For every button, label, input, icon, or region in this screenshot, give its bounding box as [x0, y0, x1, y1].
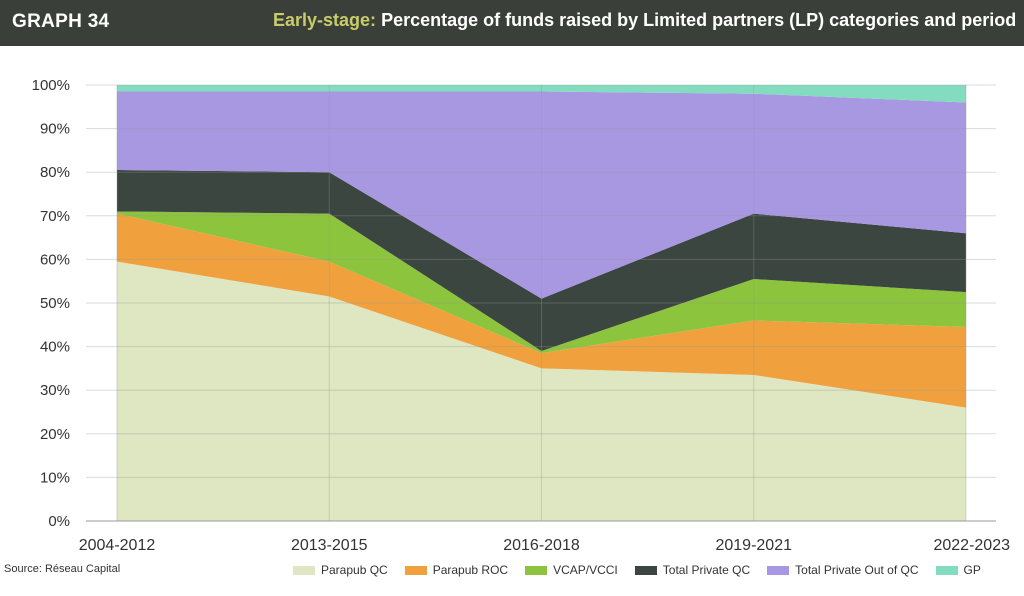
area-series-vcap-vcci	[117, 211, 966, 354]
chart-title: Early-stage: Percentage of funds raised …	[273, 10, 1016, 31]
x-tick-label: 2022-2023	[933, 537, 1010, 554]
y-tick-label: 40%	[40, 339, 70, 356]
y-tick-label: 0%	[48, 513, 70, 530]
area-series-parapub-roc	[117, 213, 966, 408]
legend-label: GP	[963, 563, 981, 577]
chart-title-accent: Early-stage:	[273, 10, 377, 30]
area-series-total-private-qc	[117, 170, 966, 351]
area-series-parapub-qc	[117, 261, 966, 521]
y-tick-label: 10%	[40, 469, 70, 486]
legend-item: Total Private QC	[634, 563, 751, 577]
y-tick-label: 80%	[40, 164, 70, 181]
y-tick-label: 50%	[40, 295, 70, 312]
y-tick-label: 30%	[40, 382, 70, 399]
x-tick-label: 2019-2021	[715, 537, 792, 554]
y-tick-label: 60%	[40, 251, 70, 268]
graph-number: GRAPH 34	[12, 11, 110, 32]
y-tick-label: 90%	[40, 121, 70, 138]
y-tick-label: 20%	[40, 426, 70, 443]
x-tick-label: 2013-2015	[291, 537, 368, 554]
legend-item: Parapub ROC	[404, 563, 509, 577]
area-series-total-private-out-of-qc	[117, 91, 966, 299]
area-series-gp	[117, 85, 966, 103]
stacked-area-chart: 0% 10% 20% 30% 40% 50% 60% 70% 80% 90% 100% 2004-20…	[32, 77, 1010, 554]
chart-title-rest: Percentage of funds raised by Limited pa…	[381, 10, 1017, 30]
legend-label: Parapub ROC	[432, 563, 509, 577]
y-tick-label: 70%	[40, 208, 70, 225]
y-tick-label: 100%	[32, 77, 70, 94]
legend-swatch	[404, 565, 427, 575]
x-tick-label: 2004-2012	[79, 537, 156, 554]
legend-item: Parapub QC	[293, 563, 388, 577]
legend-item: Total Private Out of QC	[767, 563, 919, 577]
legend-swatch	[293, 565, 315, 575]
legend-swatch	[525, 565, 548, 575]
x-tick-label: 2016-2018	[503, 537, 580, 554]
legend-label: VCAP/VCCI	[553, 563, 618, 577]
chart-legend: Parapub QC Parapub ROC VCAP/VCCI Total Priv…	[293, 563, 981, 577]
legend-swatch	[935, 565, 958, 575]
legend-swatch	[767, 565, 790, 575]
legend-label: Total Private QC	[662, 563, 751, 577]
legend-item: VCAP/VCCI	[525, 563, 618, 577]
legend-label: Total Private Out of QC	[795, 563, 919, 577]
source-note: Source: Réseau Capital	[4, 563, 121, 575]
legend-swatch	[634, 565, 657, 575]
header-bar: GRAPH 34 Early-stage: Percentage of fund…	[0, 0, 1024, 46]
legend-item: GP	[935, 563, 981, 577]
legend-label: Parapub QC	[321, 563, 388, 577]
